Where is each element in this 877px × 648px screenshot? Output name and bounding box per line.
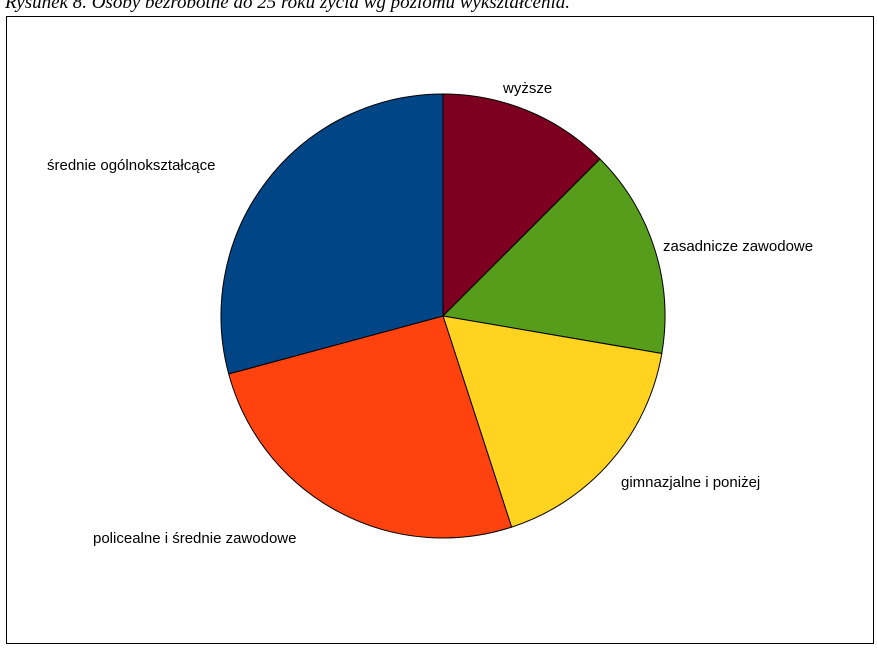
pie-slice-4 (228, 315, 513, 539)
pie-slice-5 (220, 93, 444, 375)
pie-slice-1 (442, 93, 601, 317)
pie-label-5: średnie ogólnokształcące (47, 157, 215, 174)
pie-slices (220, 93, 666, 539)
pie-label-1: wyższe (502, 80, 552, 97)
pie-slice-2 (442, 158, 666, 354)
figure-caption: Rysunek 8. Osoby bezrobotne do 25 roku ż… (5, 0, 570, 13)
pie-label-2: zasadnicze zawodowe (663, 238, 813, 255)
pie-slice-3 (442, 315, 663, 528)
pie-label-3: gimnazjalne i poniżej (621, 474, 760, 491)
pie-labels: wyższe zasadnicze zawodowe gimnazjalne i p… (47, 80, 813, 547)
pie-label-4: policealne i średnie zawodowe (93, 530, 296, 547)
